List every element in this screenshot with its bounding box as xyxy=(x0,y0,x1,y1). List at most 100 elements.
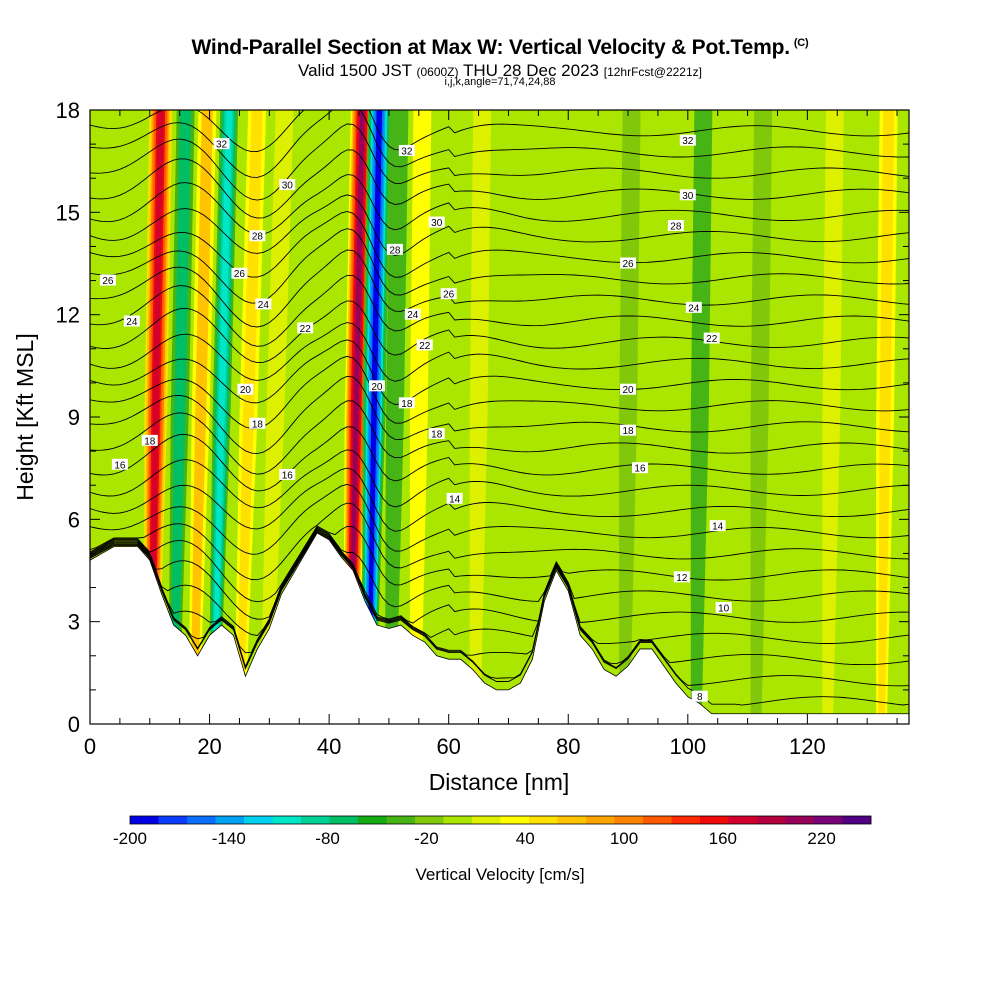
vertical-velocity-band xyxy=(878,110,895,724)
contour-label-bg xyxy=(404,308,421,320)
vertical-velocity-band xyxy=(190,110,213,724)
vertical-velocity-band xyxy=(822,110,844,724)
contour-label: 14 xyxy=(712,522,724,533)
contour-label-bg xyxy=(715,602,732,614)
isentrope-line xyxy=(90,300,909,364)
potential-temperature-contours xyxy=(90,110,909,706)
colorbar-swatch xyxy=(158,816,188,824)
contour-label: 30 xyxy=(431,218,443,229)
isentrope-line xyxy=(90,483,909,555)
y-tick-label: 0 xyxy=(68,712,80,737)
colorbar-swatch xyxy=(700,816,729,824)
contour-label-bg xyxy=(297,322,314,334)
contour-label-bg xyxy=(398,144,415,156)
contour-label: 28 xyxy=(252,232,264,243)
isentrope-line xyxy=(90,400,909,475)
contour-label: 28 xyxy=(389,245,401,256)
isentrope-line xyxy=(90,274,909,347)
isentrope-line xyxy=(90,530,909,687)
contour-label: 18 xyxy=(401,399,413,410)
contour-label: 12 xyxy=(676,573,688,584)
isentrope-line xyxy=(90,249,909,328)
terrain-profile xyxy=(90,532,909,724)
colorbar-swatch xyxy=(842,816,872,824)
contour-label: 18 xyxy=(622,426,634,437)
contour-label: 10 xyxy=(718,604,730,615)
chart-subtitle: Valid 1500 JST (0600Z) THU 28 Dec 2023 [… xyxy=(298,61,702,80)
contour-label-bg xyxy=(123,315,140,327)
contour-label-bg xyxy=(620,424,637,436)
contour-label: 18 xyxy=(144,436,156,447)
contour-label: 22 xyxy=(300,324,312,335)
isentrope-line xyxy=(90,211,909,278)
contour-label: 16 xyxy=(282,470,294,481)
isentrope-line xyxy=(90,149,909,219)
isentrope-line xyxy=(90,339,909,405)
chart-title: Wind-Parallel Section at Max W: Vertical… xyxy=(191,36,809,59)
colorbar-swatch xyxy=(244,816,273,824)
isentrope-line xyxy=(90,531,909,706)
contour-label-bg xyxy=(213,138,230,150)
y-tick-label: 15 xyxy=(56,200,80,225)
colorbar-tick-label: -20 xyxy=(414,829,439,848)
contour-label: 20 xyxy=(240,385,252,396)
contour-label: 32 xyxy=(401,146,413,157)
colorbar-swatch xyxy=(130,816,159,824)
x-tick-label: 80 xyxy=(556,734,580,759)
contour-label-bg xyxy=(703,332,720,344)
isentrope-line xyxy=(90,228,909,304)
contour-label: 24 xyxy=(688,303,700,314)
contour-label: 24 xyxy=(126,317,138,328)
contour-label-bg xyxy=(446,492,463,504)
contour-label: 20 xyxy=(371,382,383,393)
contour-label: 30 xyxy=(682,191,694,202)
y-tick-label: 6 xyxy=(68,507,80,532)
contour-label: 16 xyxy=(634,464,646,475)
vertical-velocity-band xyxy=(690,110,713,724)
contour-label: 24 xyxy=(258,300,270,311)
colorbar-swatch xyxy=(500,816,530,824)
contour-label: 8 xyxy=(697,692,703,703)
vertical-velocity-band xyxy=(236,110,263,724)
isentrope-line xyxy=(90,375,909,455)
chart-indices: i,j,k,angle=71,74,24,88 xyxy=(444,76,556,88)
x-tick-label: 100 xyxy=(669,734,706,759)
contour-label-bg xyxy=(679,134,696,146)
colorbar-swatch xyxy=(614,816,644,824)
colorbar-swatch xyxy=(386,816,416,824)
contour-label: 22 xyxy=(419,341,431,352)
isentrope-line xyxy=(90,426,909,492)
contour-labels: 8 10 12 14 14 16 16 16 18 18 18 18 18 20 20 20 22 22 22 24 2… xyxy=(99,134,732,703)
vertical-velocity-band xyxy=(384,110,409,724)
contour-label: 32 xyxy=(216,140,228,151)
colorbar-tick-label: -140 xyxy=(212,829,246,848)
x-tick-label: 0 xyxy=(84,734,96,759)
colorbar-tick-label: 220 xyxy=(807,829,835,848)
contour-label: 28 xyxy=(670,221,682,232)
contour-label-bg xyxy=(279,468,296,480)
contour-label-bg xyxy=(679,189,696,201)
isentrope-line xyxy=(90,502,909,581)
contour-label: 30 xyxy=(282,181,294,192)
colorbar-swatch xyxy=(301,816,330,824)
contour-label-bg xyxy=(428,216,445,228)
vertical-velocity-band xyxy=(260,110,294,724)
vertical-velocity-band xyxy=(366,110,383,724)
vertical-velocity-band xyxy=(469,110,492,724)
contour-label-bg xyxy=(237,383,254,395)
contour-label: 18 xyxy=(252,419,264,430)
colorbar: -200 -140 -80 -20 40 100 160 220 xyxy=(113,815,872,848)
colorbar-swatch xyxy=(643,816,672,824)
contour-label-bg xyxy=(255,298,272,310)
contour-label-bg xyxy=(440,288,457,300)
colorbar-swatch xyxy=(472,816,501,824)
colorbar-tick-label: -200 xyxy=(113,829,147,848)
contour-label: 18 xyxy=(431,430,443,441)
colorbar-tick-label: 40 xyxy=(516,829,535,848)
y-tick-label: 18 xyxy=(56,98,80,123)
isentrope-line xyxy=(90,525,909,603)
contour-label: 26 xyxy=(443,290,455,301)
contour-label: 26 xyxy=(622,259,634,270)
colorbar-swatch xyxy=(215,816,245,824)
colorbar-swatch xyxy=(757,816,786,824)
